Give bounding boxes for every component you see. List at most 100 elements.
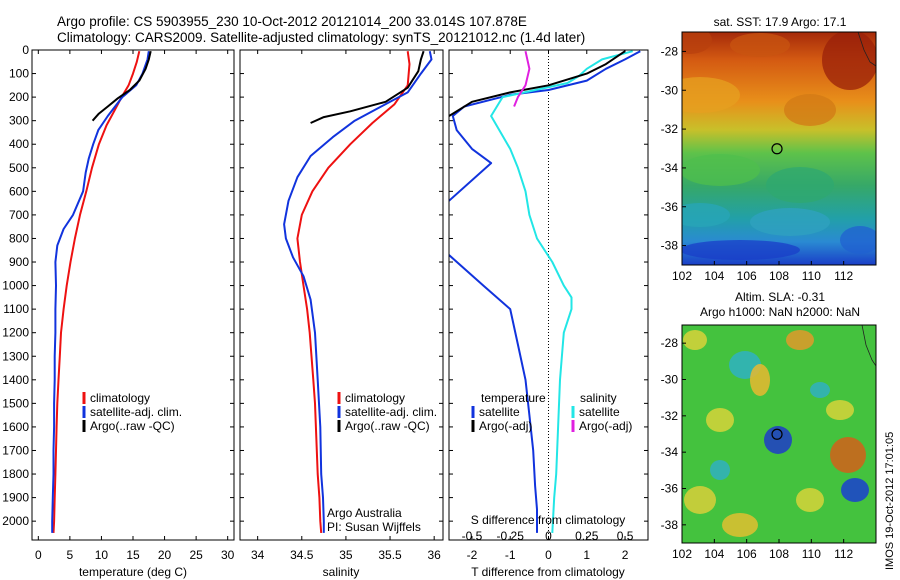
sla-texture — [830, 437, 866, 473]
map-y-tick-label: -28 — [661, 336, 679, 350]
series-line-climatology — [52, 50, 141, 533]
temperature-x-label: temperature (deg C) — [79, 565, 187, 579]
s-diff-tick-label: -0.5 — [462, 529, 483, 543]
x-tick-label: 30 — [221, 548, 235, 562]
depth-tick-label: 1200 — [2, 326, 29, 340]
argo-location-marker — [771, 143, 783, 155]
map-y-tick-label: -28 — [661, 44, 679, 58]
x-tick-label: 36 — [427, 548, 441, 562]
legend-label: satellite — [579, 405, 620, 419]
sla-texture — [683, 330, 707, 350]
sla-texture — [764, 426, 792, 454]
map-x-tick-label: 102 — [672, 547, 692, 561]
series-line-t_satellite_deep — [449, 254, 538, 533]
map-x-tick-label: 112 — [834, 269, 853, 283]
salinity-x-label: salinity — [323, 565, 360, 579]
sla-texture — [826, 400, 854, 420]
series-line-argo — [91, 50, 152, 122]
temperature-plot-frame — [31, 49, 235, 541]
legend-label: Argo(..raw -QC) — [345, 419, 430, 433]
depth-tick-label: 0 — [22, 43, 29, 57]
depth-tick-label: 800 — [9, 231, 29, 245]
x-tick-label: 15 — [126, 548, 140, 562]
sst-texture — [766, 167, 834, 203]
map-x-tick-label: 108 — [769, 269, 789, 283]
series-line-s_argo — [513, 50, 531, 107]
credits-line2: PI: Susan Wijffels — [327, 520, 421, 534]
x-tick-label: 25 — [189, 548, 203, 562]
map-y-tick-label: -38 — [661, 518, 679, 532]
depth-tick-label: 100 — [9, 67, 29, 81]
map-y-tick-label: -30 — [661, 373, 679, 387]
sst-texture — [730, 33, 790, 57]
difference-legend: temperature salinitysatelliteArgo(-adj)sa… — [471, 391, 632, 433]
series-line-satellite — [51, 51, 150, 533]
legend-label: climatology — [345, 391, 405, 405]
depth-tick-label: 2000 — [2, 514, 29, 528]
map-y-tick-label: -36 — [661, 482, 679, 496]
map-y-tick-label: -32 — [661, 409, 679, 423]
depth-tick-label: 300 — [9, 114, 29, 128]
legend-label: Argo(-adj) — [579, 419, 632, 433]
sst-texture — [682, 154, 760, 186]
x-tick-label: 34.5 — [290, 548, 314, 562]
map-y-tick-label: -34 — [661, 445, 679, 459]
map-y-tick-label: -34 — [661, 161, 679, 175]
series-line-climatology — [296, 51, 411, 533]
depth-tick-label: 1400 — [2, 373, 29, 387]
sla-map-title-line1: Altim. SLA: -0.31 — [735, 290, 825, 304]
sst-heatmap — [682, 32, 876, 265]
map-x-tick-label: 112 — [834, 547, 853, 561]
series-line-t_satellite — [449, 50, 641, 202]
temperature-x-axis: 0 5 10 15 20 25 30 — [32, 49, 235, 562]
sla-texture — [722, 513, 758, 537]
x-tick-label: 2 — [622, 548, 629, 562]
sst-texture — [682, 240, 800, 260]
x-tick-label: 5 — [67, 548, 74, 562]
map-x-tick-label: 102 — [672, 269, 692, 283]
legend-header-salinity: salinity — [580, 391, 617, 405]
depth-tick-label: 1100 — [3, 302, 29, 316]
figure-title-line1: Argo profile: CS 5903955_230 10-Oct-2012… — [57, 14, 527, 29]
s-diff-tick-label: 0 — [545, 529, 552, 543]
depth-tick-label: 1700 — [2, 443, 29, 457]
s-difference-label: S difference from climatology — [471, 513, 626, 527]
x-tick-label: -2 — [467, 548, 478, 562]
sla-map-panel: Altim. SLA: -0.31 Argo h1000: NaN h2000:… — [661, 290, 877, 561]
legend-label: Argo(..raw -QC) — [90, 419, 175, 433]
map-y-tick-label: -30 — [661, 83, 679, 97]
depth-tick-label: 1300 — [2, 349, 29, 363]
sla-texture — [841, 478, 869, 502]
map-x-tick-label: 104 — [704, 547, 724, 561]
sla-texture — [710, 460, 730, 480]
depth-tick-label: 700 — [9, 208, 29, 222]
coastline-icon — [861, 325, 876, 367]
series-line-s_satellite — [490, 50, 633, 533]
map-x-tick-label: 104 — [704, 269, 724, 283]
map-x-tick-label: 106 — [737, 547, 757, 561]
x-tick-label: 0 — [545, 548, 552, 562]
legend-label: climatology — [90, 391, 150, 405]
sst-texture — [822, 32, 876, 90]
salinity-x-axis: 34 34.5 35 35.5 36 — [240, 49, 443, 562]
depth-axis: 0 100 200 300 400 500 600 700 800 900 1000 1100 1200… — [2, 43, 29, 528]
map-x-tick-label: 110 — [802, 269, 821, 283]
x-tick-label: -1 — [505, 548, 516, 562]
legend-label: satellite-adj. clim. — [345, 405, 437, 419]
sla-texture — [810, 382, 830, 398]
sst-map-axes: 102 104 106 108 110 112 -38 -36 -34 -32 -30 -28 — [661, 44, 854, 283]
depth-tick-label: 1800 — [2, 467, 29, 481]
s-diff-tick-label: 0.5 — [617, 529, 634, 543]
legend-label: Argo(-adj) — [479, 419, 532, 433]
legend-header-temperature: temperature — [481, 391, 546, 405]
x-tick-label: 34 — [251, 548, 265, 562]
sla-heatmap — [682, 325, 876, 543]
depth-tick-label: 400 — [9, 137, 29, 151]
series-line-satellite — [283, 50, 433, 533]
sst-map-panel: sat. SST: 17.9 Argo: 17.1 102 104 106 108 11… — [661, 15, 877, 283]
x-tick-label: 35.5 — [378, 548, 402, 562]
series-line-argo — [310, 50, 425, 124]
map-y-tick-label: -38 — [661, 239, 679, 253]
